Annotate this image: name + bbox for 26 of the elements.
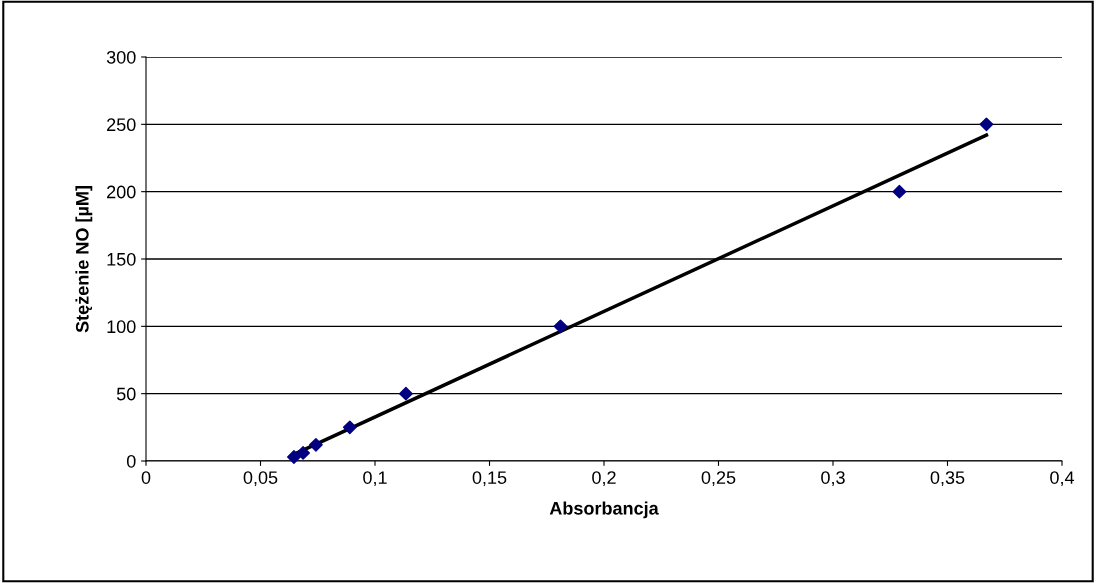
y-tick-label: 250 [107,118,136,132]
point [296,446,311,460]
x-tick-label: 0,2 [592,471,616,487]
x-tick-label: 0,15 [472,471,507,487]
y-tick-label: 50 [116,387,136,401]
x-tick-label: 0,25 [701,471,736,487]
x-tick-label: 0,35 [930,471,965,487]
x-tick-label: 0,3 [821,471,845,487]
y-tick-label: 300 [106,50,136,64]
point [342,420,357,435]
point [892,184,907,199]
x-axis-title: Absorbancja [549,501,659,519]
x-tick-label: 0,1 [363,471,387,487]
y-tick-label: 200 [107,185,136,199]
point [553,319,568,334]
point [399,386,413,401]
x-tick-label: 0 [141,471,151,484]
point [287,450,301,464]
y-tick-label: 150 [107,252,136,266]
point [979,117,994,132]
y-axis-title: Stężenie NO [µM] [75,186,93,333]
x-tick-label: 0,05 [243,471,278,487]
x-tick-label: 0,4 [1050,471,1075,487]
y-tick-label: 0 [126,454,136,468]
point [309,437,323,452]
y-tick-label: 100 [107,320,136,334]
